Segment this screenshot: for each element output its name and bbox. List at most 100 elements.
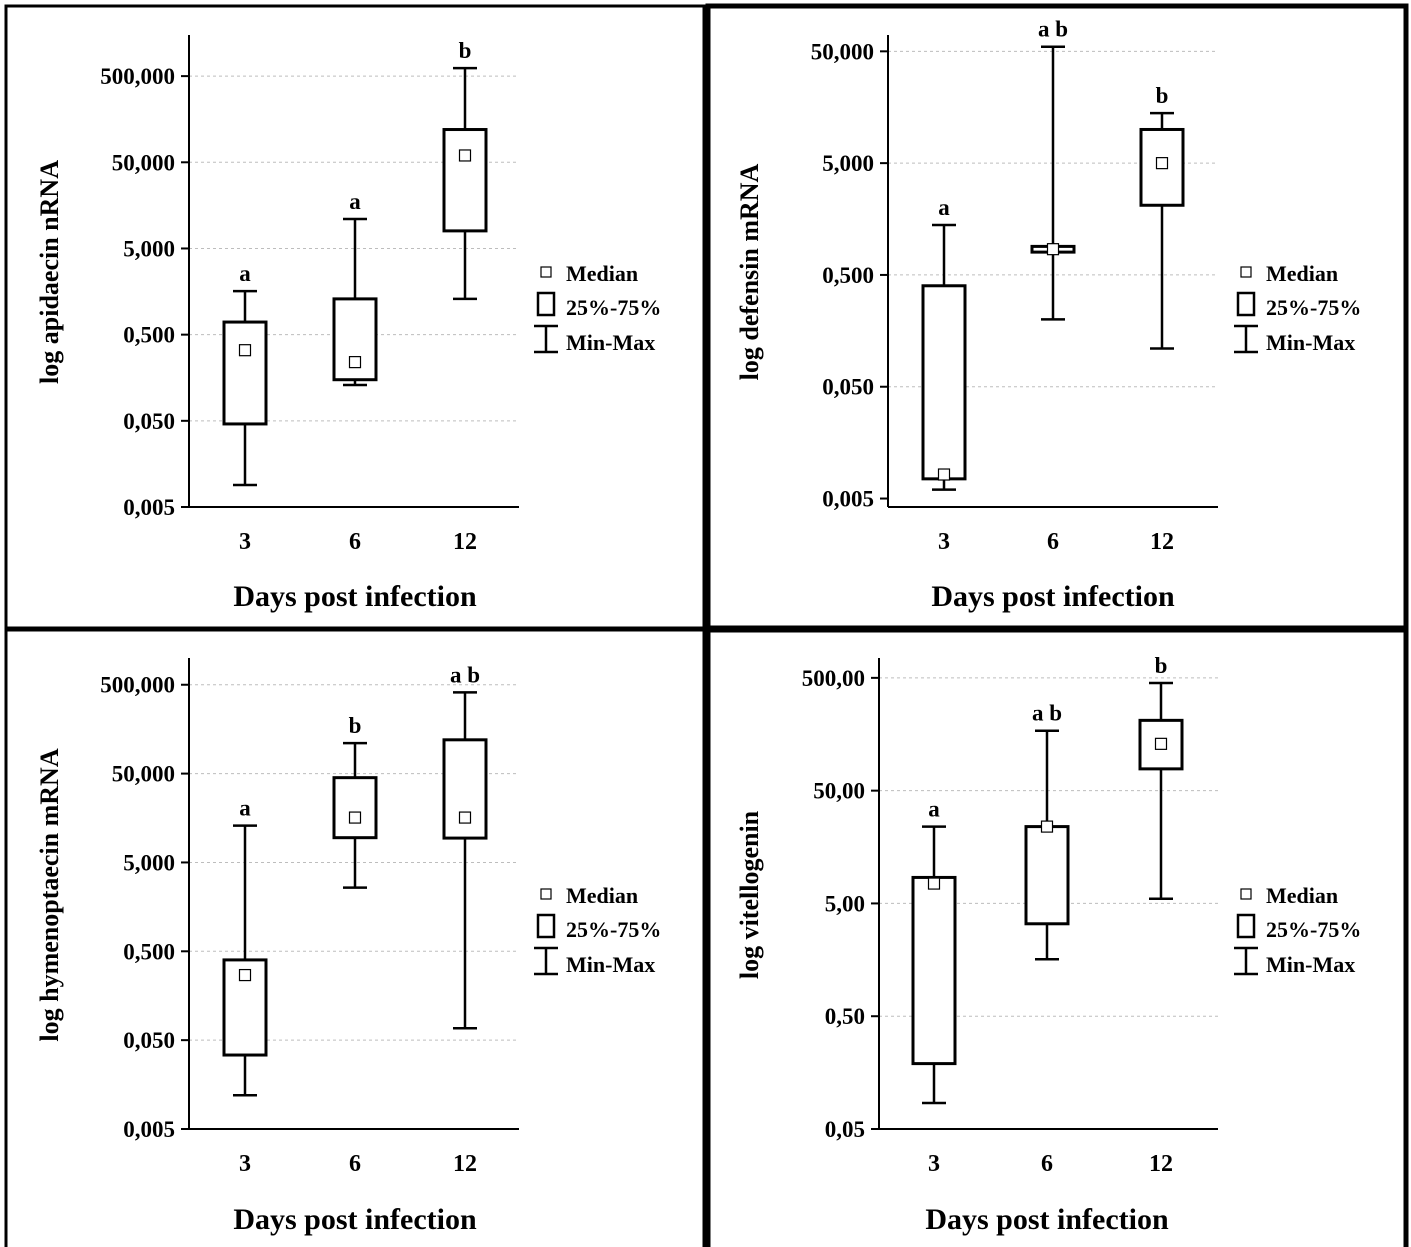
significance-letter: a b <box>1032 701 1062 726</box>
y-axis-title: log apidaecin nRNA <box>35 160 64 384</box>
y-axis-title: log hymenoptaecin mRNA <box>35 748 64 1041</box>
panel-vitellogenin: 0,05 0,50 5,00 50,00 500,00 a 3 a b 6 b 12 Days pos… <box>735 653 1361 1236</box>
significance-letter: b <box>1155 653 1168 678</box>
y-tick-label: 5,000 <box>123 236 175 261</box>
panel-hymenoptaecin: 0,005 0,050 0,500 5,000 50,000 500,000 a 3 b 6 a b… <box>35 658 661 1236</box>
y-tick-label: 500,00 <box>802 666 865 691</box>
x-tick-label: 12 <box>1150 529 1174 555</box>
panel-borders <box>4 3 1409 1247</box>
significance-letter: b <box>1156 83 1169 108</box>
y-tick-label: 5,000 <box>822 151 874 176</box>
legend-box-swatch <box>1236 913 1256 939</box>
y-tick-label: 0,050 <box>123 1028 175 1053</box>
box-group-12: b <box>1139 83 1185 350</box>
legend-median-swatch <box>1240 888 1252 900</box>
legend-median-swatch <box>1240 266 1252 278</box>
box-group-6: a <box>332 189 378 387</box>
x-tick-label: 12 <box>1149 1151 1173 1177</box>
median-marker <box>458 811 472 824</box>
legend: Median 25%-75% Min-Max <box>534 883 661 977</box>
y-tick-label: 5,000 <box>123 850 175 875</box>
iqr-box <box>921 284 967 481</box>
median-marker <box>937 468 951 481</box>
y-tick-label: 5,00 <box>825 891 865 916</box>
x-tick-label: 3 <box>239 529 251 555</box>
legend-box-label: 25%-75% <box>1266 917 1361 942</box>
box-group-6: a b <box>1030 17 1076 321</box>
significance-letter: a <box>239 796 251 821</box>
significance-letter: a b <box>1038 17 1068 42</box>
median-marker <box>1155 157 1169 170</box>
x-tick-label: 6 <box>349 1151 361 1177</box>
legend-box-swatch <box>536 913 556 939</box>
median-marker <box>348 356 362 369</box>
y-axis-title: log vitellogenin <box>735 810 764 979</box>
significance-letter: a <box>239 261 251 286</box>
box-group-12: b <box>1138 653 1184 901</box>
y-tick-label: 500,000 <box>100 673 175 698</box>
significance-letter: a <box>349 189 361 214</box>
x-tick-label: 6 <box>1041 1151 1053 1177</box>
x-tick-label: 3 <box>239 1151 251 1177</box>
y-tick-label: 0,005 <box>123 1117 175 1142</box>
legend-median-label: Median <box>566 261 638 286</box>
legend-median-swatch <box>540 888 552 900</box>
x-tick-label: 3 <box>938 529 950 555</box>
y-tick-label: 0,500 <box>123 939 175 964</box>
legend-box-label: 25%-75% <box>1266 295 1361 320</box>
box-group-6: a b <box>1024 701 1070 961</box>
legend-median-label: Median <box>566 883 638 908</box>
panel-apidaecin: 0,005 0,050 0,500 5,000 50,000 500,000 a 3 a 6 b 12… <box>35 35 661 613</box>
box-group-12: b <box>442 38 488 301</box>
iqr-box <box>222 320 268 426</box>
x-tick-label: 12 <box>453 529 477 555</box>
significance-letter: b <box>459 38 472 63</box>
iqr-box <box>911 875 957 1066</box>
y-tick-label: 500,000 <box>100 64 175 89</box>
significance-letter: a b <box>450 662 480 687</box>
y-tick-label: 0,005 <box>123 495 175 520</box>
box-group-3: a <box>911 797 957 1105</box>
x-tick-label: 6 <box>1047 529 1059 555</box>
y-tick-label: 0,50 <box>825 1004 865 1029</box>
y-tick-label: 0,05 <box>825 1117 865 1142</box>
iqr-box <box>442 128 488 233</box>
x-axis-title: Days post infection <box>233 580 477 613</box>
y-tick-label: 0,050 <box>123 409 175 434</box>
y-tick-label: 0,005 <box>822 487 874 512</box>
y-tick-label: 0,050 <box>822 375 874 400</box>
legend-box-swatch <box>1236 291 1256 317</box>
y-tick-label: 50,00 <box>813 779 865 804</box>
legend-box-label: 25%-75% <box>566 917 661 942</box>
iqr-box <box>1024 825 1070 926</box>
median-marker <box>1154 737 1168 750</box>
box-group-3: a <box>222 261 268 487</box>
box-group-3: a <box>921 195 967 491</box>
x-tick-label: 12 <box>453 1151 477 1177</box>
median-marker <box>238 968 252 982</box>
y-tick-label: 0,500 <box>822 263 874 288</box>
legend-box-label: 25%-75% <box>566 295 661 320</box>
panel-border-top-left <box>4 4 706 630</box>
median-marker <box>348 811 362 824</box>
significance-letter: a <box>938 195 950 220</box>
median-marker <box>458 149 472 162</box>
panel-border-bottom-right <box>705 627 1409 1247</box>
box-group-6: b <box>332 713 378 889</box>
box-group-12: a b <box>442 662 488 1030</box>
median-marker <box>238 344 252 357</box>
y-tick-label: 0,500 <box>123 323 175 348</box>
y-axis-title: log defensin mRNA <box>735 163 764 380</box>
legend-box-swatch <box>536 291 556 317</box>
x-axis-title: Days post infection <box>925 1203 1169 1236</box>
significance-letter: a <box>928 797 940 822</box>
legend-whisker-label: Min-Max <box>1266 330 1355 355</box>
legend-whisker-label: Min-Max <box>566 952 655 977</box>
y-tick-label: 50,000 <box>112 150 175 175</box>
x-axis-title: Days post infection <box>233 1203 477 1236</box>
median-marker <box>1040 820 1054 833</box>
median-marker <box>927 877 941 890</box>
x-tick-label: 6 <box>349 529 361 555</box>
iqr-box <box>332 776 378 840</box>
